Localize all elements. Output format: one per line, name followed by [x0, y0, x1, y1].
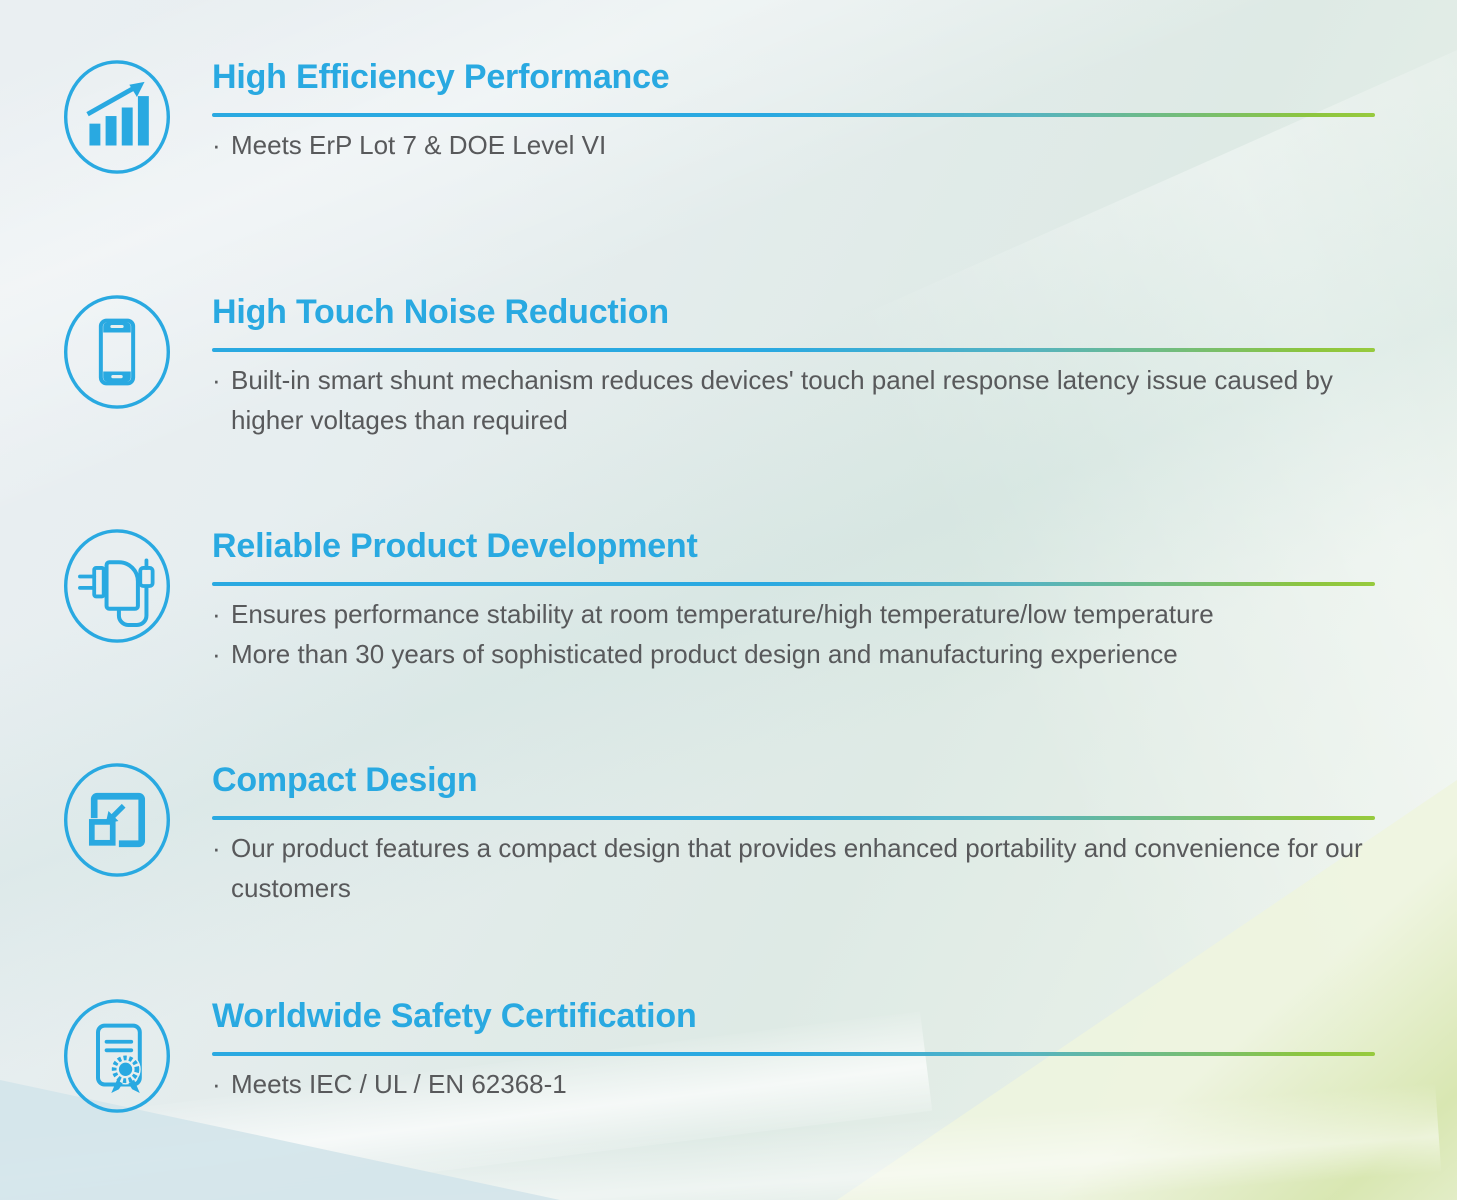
- feature-bullet: · Ensures performance stability at room t…: [212, 594, 1386, 634]
- bullet-text: Built-in smart shunt mechanism reduces d…: [231, 365, 1333, 435]
- feature-title: Reliable Product Development: [212, 527, 698, 565]
- divider-line: [212, 582, 1375, 586]
- feature-bullet: · Meets ErP Lot 7 & DOE Level VI: [212, 125, 1386, 165]
- feature-title: Compact Design: [212, 761, 478, 799]
- bullet-marker: ·: [212, 599, 221, 629]
- divider-line: [212, 348, 1375, 352]
- smartphone-icon: [60, 292, 174, 412]
- feature-title: Worldwide Safety Certification: [212, 997, 697, 1035]
- bullet-marker: ·: [212, 130, 221, 160]
- certificate-icon: [60, 996, 174, 1116]
- divider-line: [212, 816, 1375, 820]
- compact-resize-icon: [60, 760, 174, 880]
- bar-chart-growth-icon: [60, 57, 174, 177]
- divider-line: [212, 113, 1375, 117]
- feature-bullet: · Built-in smart shunt mechanism reduces …: [212, 360, 1386, 440]
- feature-bullet: · Meets IEC / UL / EN 62368-1: [212, 1064, 1386, 1104]
- bullet-marker: ·: [212, 1069, 221, 1099]
- bullet-text: More than 30 years of sophisticated prod…: [231, 639, 1178, 669]
- bullet-text: Ensures performance stability at room te…: [231, 599, 1214, 629]
- divider-line: [212, 1052, 1375, 1056]
- power-adapter-icon: [60, 526, 174, 646]
- bullet-text: Meets IEC / UL / EN 62368-1: [231, 1069, 567, 1099]
- feature-bullet: · More than 30 years of sophisticated pro…: [212, 634, 1386, 674]
- feature-title: High Efficiency Performance: [212, 58, 670, 96]
- bullet-marker: ·: [212, 833, 221, 863]
- bullet-marker: ·: [212, 639, 221, 669]
- bullet-text: Our product features a compact design th…: [231, 833, 1363, 903]
- feature-title: High Touch Noise Reduction: [212, 293, 669, 331]
- bullet-text: Meets ErP Lot 7 & DOE Level VI: [231, 130, 607, 160]
- feature-bullet: · Our product features a compact design t…: [212, 828, 1386, 908]
- bullet-marker: ·: [212, 365, 221, 395]
